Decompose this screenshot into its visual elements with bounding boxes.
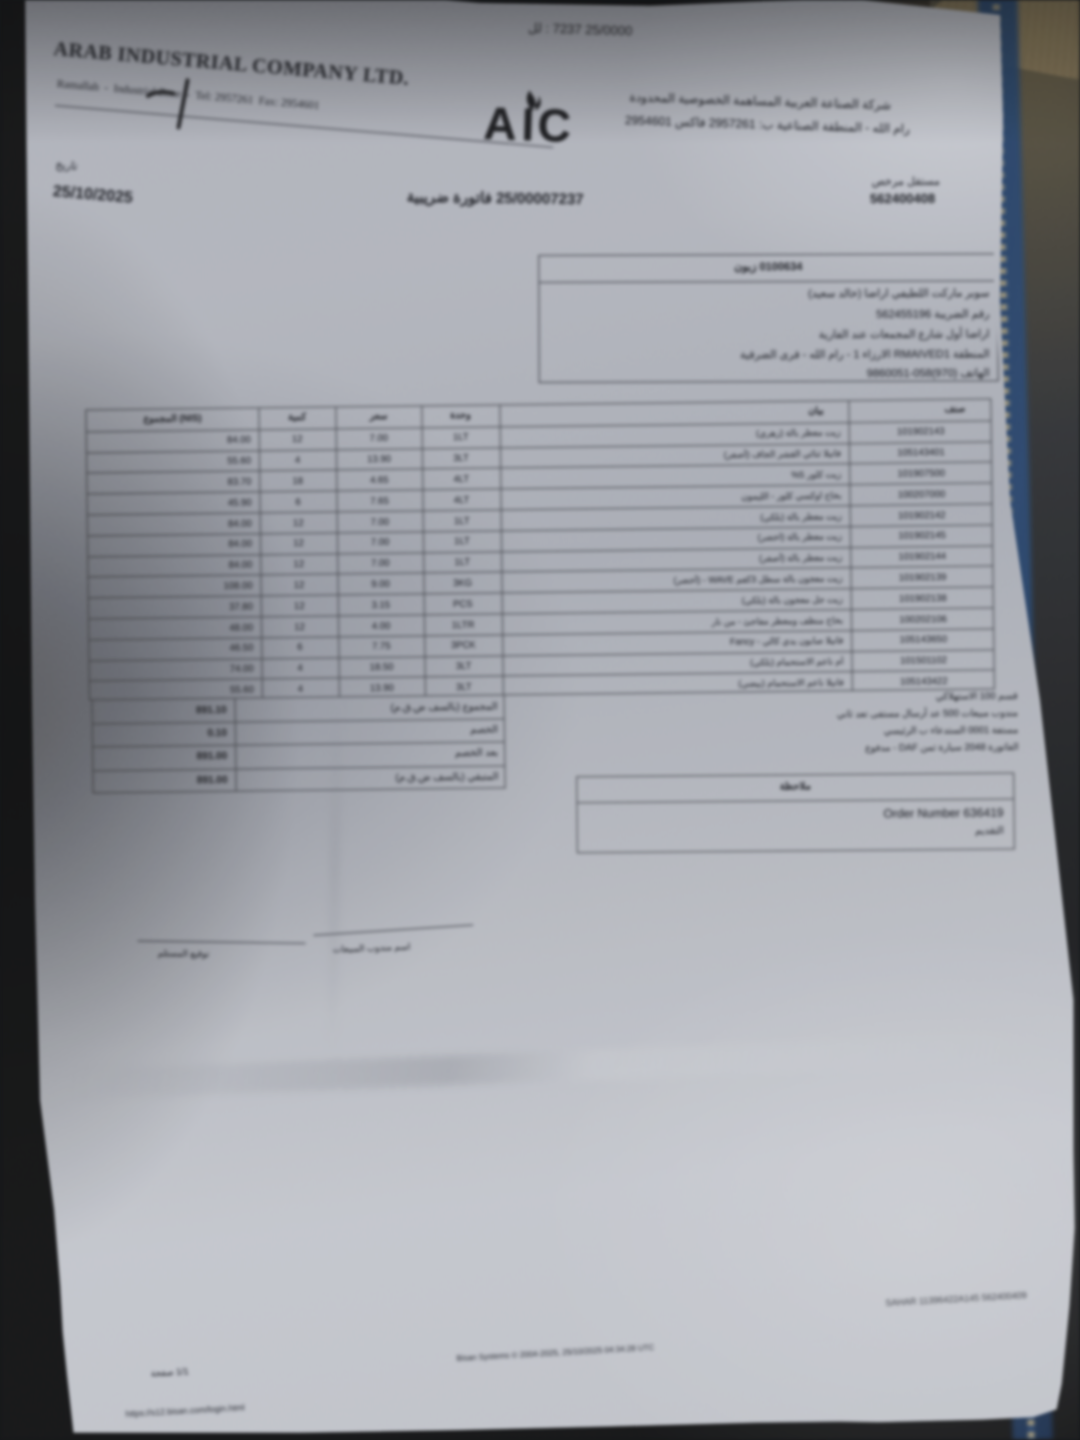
svg-text:C: C [537,99,572,152]
svg-text:A: A [483,97,517,150]
